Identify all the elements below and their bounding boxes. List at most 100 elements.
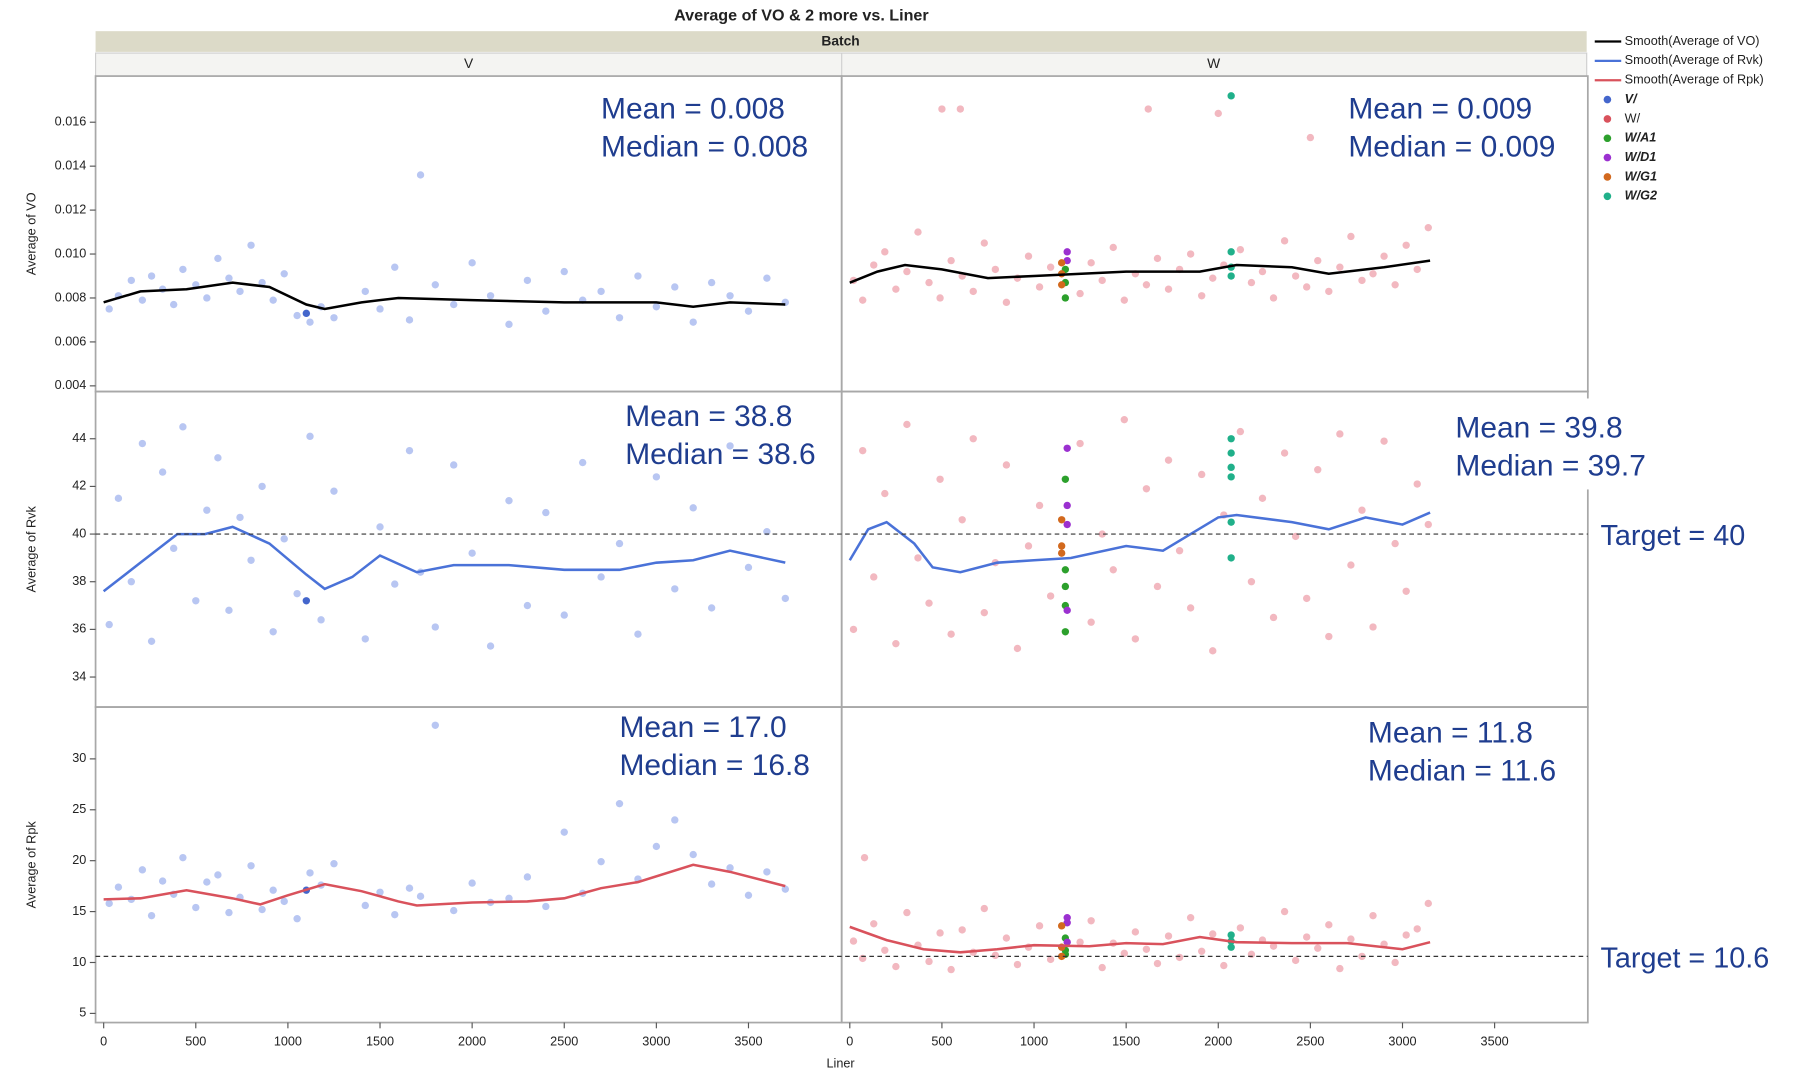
data-point — [1035, 922, 1044, 930]
data-point — [486, 642, 495, 650]
data-point — [597, 287, 605, 296]
data-point — [1358, 276, 1366, 285]
data-point — [505, 894, 513, 903]
legend-swatch — [1603, 95, 1612, 104]
data-point — [1314, 256, 1322, 265]
data-point — [1227, 931, 1235, 939]
data-point — [870, 573, 878, 581]
data-point — [947, 630, 955, 638]
x-tick-label: 500 — [185, 1034, 206, 1048]
data-point — [293, 915, 301, 923]
data-point — [293, 311, 301, 320]
data-point — [179, 265, 187, 274]
data-point — [991, 265, 1000, 274]
x-tick-label: 2500 — [1296, 1034, 1324, 1048]
data-point — [936, 929, 944, 937]
data-point — [450, 300, 458, 309]
data-point — [138, 866, 147, 874]
column-label: V — [464, 55, 474, 71]
data-point — [127, 276, 135, 285]
data-point — [1076, 289, 1084, 298]
data-point — [1227, 435, 1235, 443]
data-point — [1413, 265, 1421, 274]
data-point — [1214, 109, 1222, 118]
legend-label: Smooth(Average of VO) — [1625, 34, 1760, 48]
data-point — [925, 599, 933, 607]
data-point — [391, 580, 399, 588]
data-point — [468, 549, 476, 557]
data-point — [597, 858, 605, 866]
x-tick-label: 2000 — [1204, 1034, 1232, 1048]
y-axis-label: Average of Rvk — [25, 505, 39, 592]
data-point — [1424, 223, 1432, 232]
data-point — [947, 965, 955, 974]
legend-swatch — [1603, 173, 1612, 181]
data-point — [258, 278, 266, 287]
data-point — [1153, 254, 1162, 263]
data-point — [1325, 921, 1333, 929]
data-point — [147, 911, 156, 920]
data-point — [1314, 466, 1322, 474]
data-point — [1269, 294, 1278, 302]
data-point — [956, 105, 965, 113]
y-tick-label: 44 — [72, 431, 86, 445]
data-point — [1413, 480, 1421, 488]
data-point — [870, 261, 878, 269]
data-point — [1227, 518, 1235, 526]
data-point — [236, 513, 244, 522]
data-point — [936, 294, 944, 302]
data-point — [317, 616, 325, 624]
data-point — [914, 554, 922, 562]
data-point — [969, 435, 977, 443]
x-tick-label: 0 — [846, 1034, 853, 1048]
data-point — [925, 278, 933, 287]
data-point — [505, 497, 513, 505]
data-point — [859, 446, 867, 455]
data-point — [269, 296, 277, 304]
legend-swatch — [1603, 192, 1612, 201]
x-tick-label: 500 — [931, 1034, 952, 1048]
panel-frame — [840, 706, 1589, 1024]
data-point — [214, 254, 222, 263]
data-point — [225, 274, 233, 282]
legend-swatch — [1603, 134, 1612, 143]
data-point — [1063, 444, 1071, 452]
data-point — [689, 850, 697, 859]
data-point — [1269, 942, 1278, 950]
y-tick-label: 0.012 — [55, 202, 87, 216]
annotation: Mean = 0.008 — [601, 93, 785, 126]
data-point — [542, 902, 550, 911]
data-point — [1325, 287, 1333, 296]
data-point — [1142, 485, 1151, 493]
data-point — [744, 307, 753, 315]
y-tick-label: 15 — [72, 904, 86, 918]
y-tick-label: 0.004 — [55, 378, 87, 392]
y-axis-label: Average of VO — [25, 192, 39, 275]
data-point — [1369, 270, 1377, 278]
data-point — [1347, 232, 1355, 241]
data-point — [980, 609, 988, 617]
data-point — [1087, 259, 1095, 267]
data-point — [597, 573, 605, 581]
annotation: Mean = 38.8 — [625, 400, 792, 433]
annotation: Median = 39.7 — [1455, 449, 1645, 482]
data-point — [1002, 461, 1011, 469]
data-point — [980, 239, 988, 247]
y-tick-label: 0.010 — [55, 246, 87, 260]
data-point — [1280, 237, 1289, 245]
data-point — [1380, 252, 1388, 260]
data-point — [892, 285, 900, 293]
data-point — [1131, 928, 1140, 936]
data-point — [1061, 628, 1070, 636]
data-point — [1236, 245, 1245, 254]
data-point — [330, 860, 338, 868]
data-point — [203, 506, 211, 514]
y-tick-label: 5 — [79, 1006, 86, 1020]
data-point — [169, 300, 178, 309]
data-point — [1057, 952, 1066, 961]
data-point — [1063, 938, 1071, 946]
y-tick-label: 0.014 — [55, 158, 87, 172]
annotation: Median = 38.6 — [625, 438, 815, 471]
data-point — [1057, 516, 1066, 524]
